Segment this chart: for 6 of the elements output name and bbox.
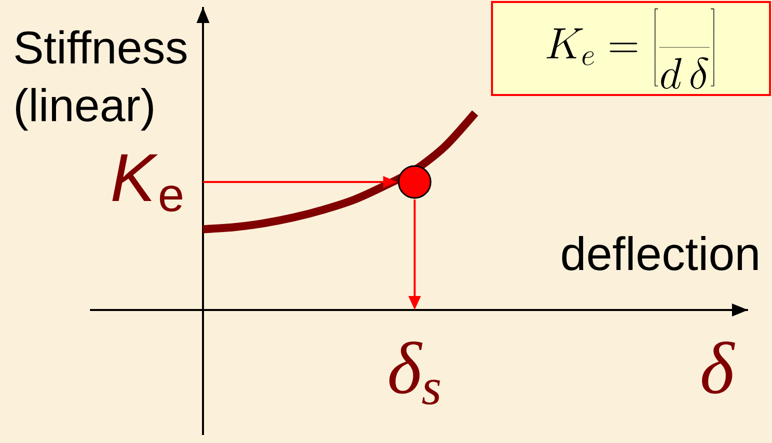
- y-axis-title: Stiffness (linear): [15, 30, 186, 131]
- ref-line-label: K$_{e}$: [112, 154, 182, 212]
- x-tick-label: δ: [702, 341, 736, 394]
- text: $K_e = \left[ \frac{}{d\,\delta} \right]$: [546, 8, 714, 89]
- x-tick-label: δ$_{s}$: [389, 341, 440, 405]
- x-axis-title: deflection: [562, 236, 758, 270]
